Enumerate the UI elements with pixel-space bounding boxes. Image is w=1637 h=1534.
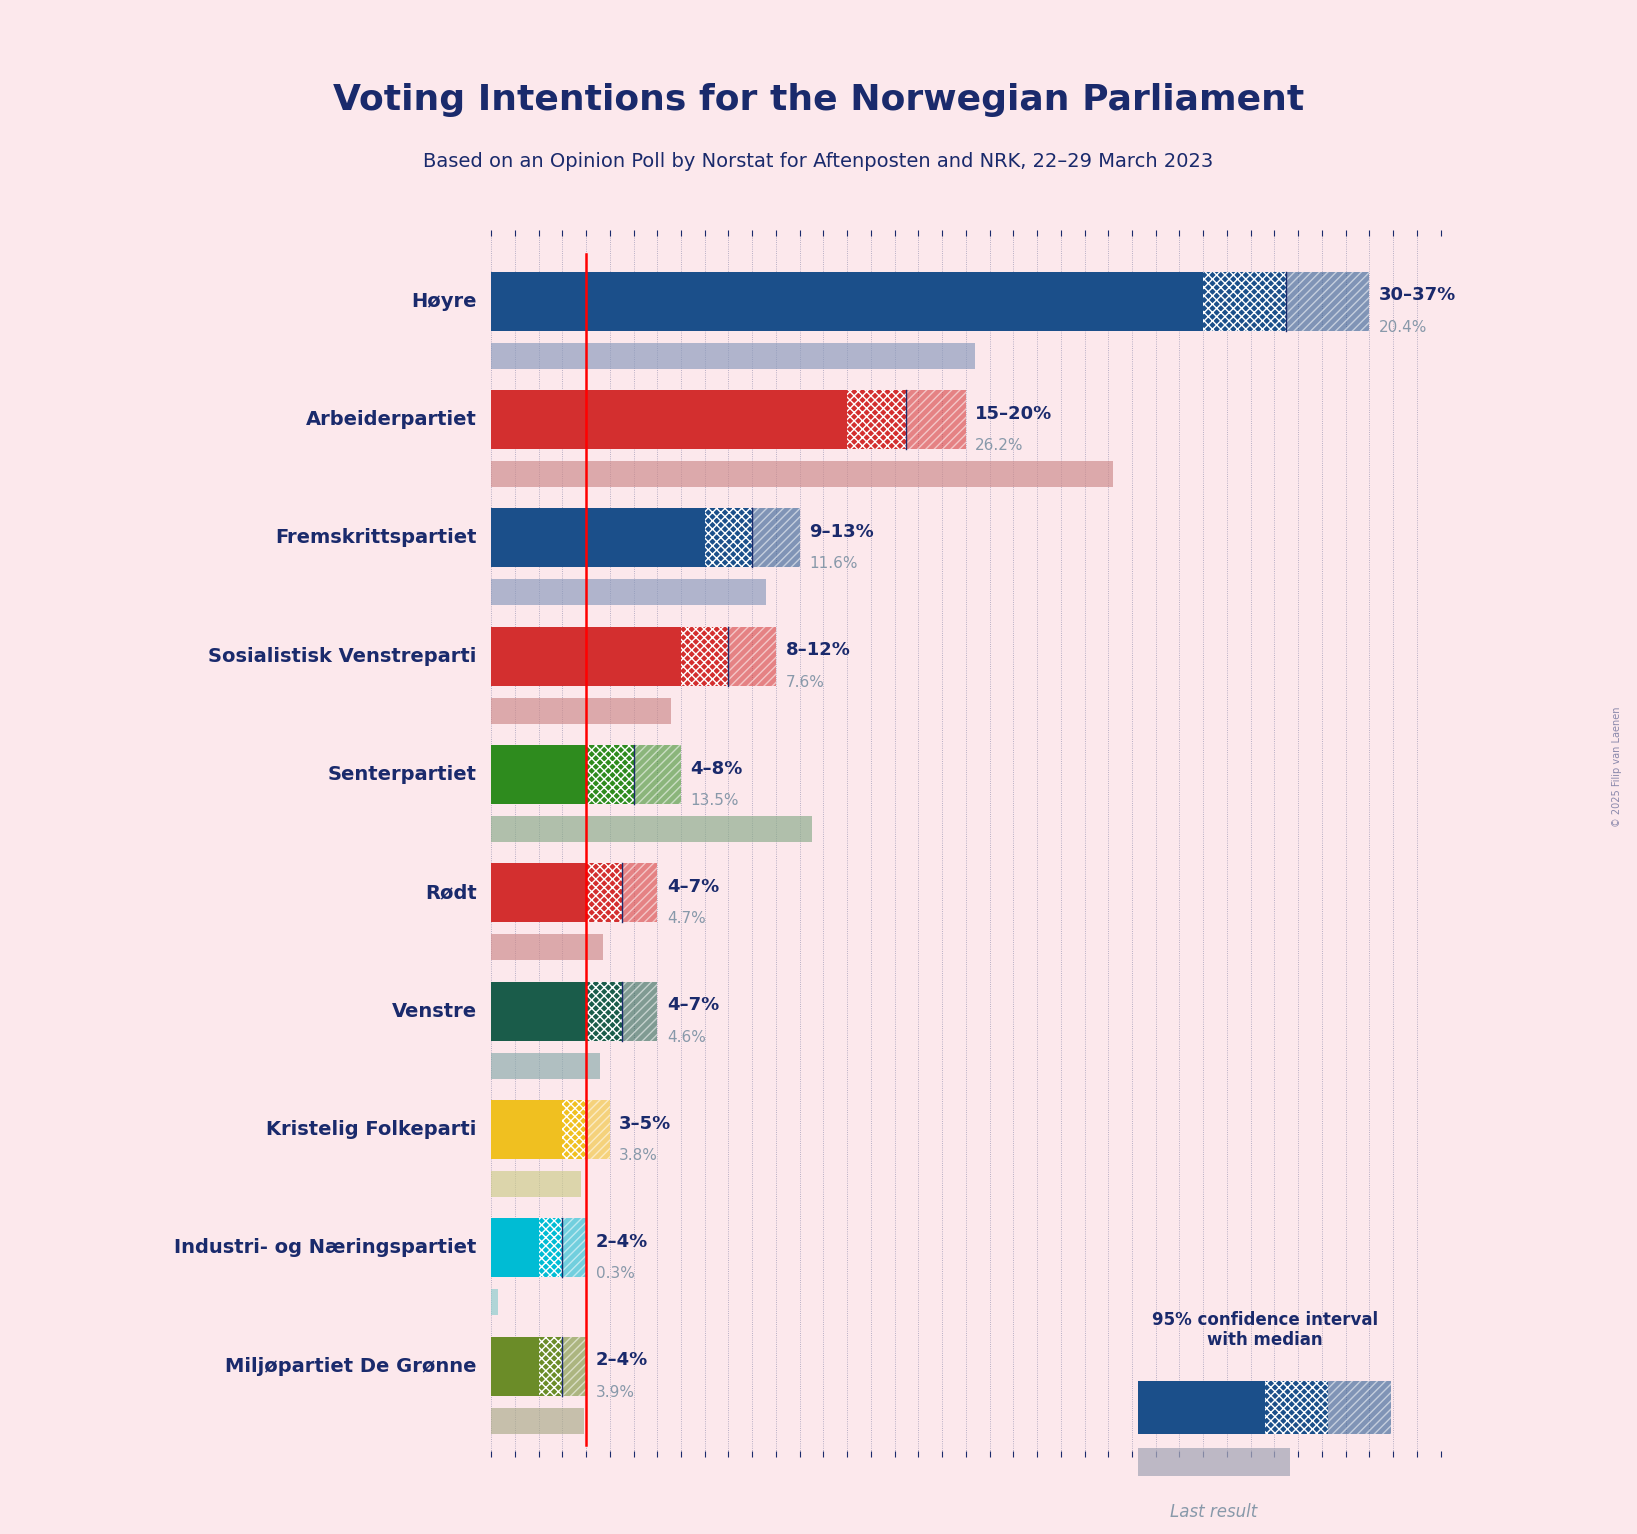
Bar — [491, 1289, 498, 1315]
Text: Senterpartiet: Senterpartiet — [327, 765, 476, 784]
Bar — [751, 508, 799, 568]
Text: Fremskrittspartiet: Fremskrittspartiet — [275, 528, 476, 548]
Text: Kristelig Folkeparti: Kristelig Folkeparti — [267, 1120, 476, 1138]
Text: 4–8%: 4–8% — [691, 759, 743, 778]
Bar — [586, 1100, 609, 1160]
Text: 2–4%: 2–4% — [596, 1351, 648, 1370]
Text: © 2025 Filip van Laenen: © 2025 Filip van Laenen — [1612, 707, 1622, 827]
Text: 11.6%: 11.6% — [809, 557, 858, 571]
Bar — [491, 1408, 584, 1434]
Text: 7.6%: 7.6% — [786, 675, 825, 690]
Bar — [491, 626, 681, 686]
Text: Venstre: Venstre — [391, 1002, 476, 1020]
Bar — [491, 1052, 601, 1078]
Text: 3.9%: 3.9% — [596, 1385, 635, 1399]
Bar — [491, 1218, 539, 1278]
Text: Miljøpartiet De Grønne: Miljøpartiet De Grønne — [226, 1356, 476, 1376]
Text: 4–7%: 4–7% — [666, 877, 719, 896]
Bar — [491, 982, 586, 1040]
Text: 4–7%: 4–7% — [666, 996, 719, 1014]
Text: 20.4%: 20.4% — [1378, 319, 1427, 334]
Bar — [681, 626, 728, 686]
Text: 9–13%: 9–13% — [809, 523, 874, 542]
Bar — [704, 508, 751, 568]
Bar — [622, 982, 656, 1040]
Bar — [491, 508, 704, 568]
Bar — [539, 1218, 563, 1278]
Bar — [491, 342, 976, 368]
Bar — [491, 460, 1113, 486]
Text: Høyre: Høyre — [411, 291, 476, 310]
Bar — [563, 1336, 586, 1396]
Text: 3.8%: 3.8% — [619, 1147, 658, 1163]
Bar — [622, 864, 656, 922]
Text: 30–37%: 30–37% — [1378, 287, 1455, 304]
Bar — [1264, 1381, 1328, 1434]
Bar — [491, 816, 812, 842]
Bar — [563, 1218, 586, 1278]
Text: 8–12%: 8–12% — [786, 641, 850, 660]
Bar — [491, 1100, 563, 1160]
Text: Based on an Opinion Poll by Norstat for Aftenposten and NRK, 22–29 March 2023: Based on an Opinion Poll by Norstat for … — [424, 152, 1213, 170]
Text: 0.3%: 0.3% — [596, 1267, 635, 1281]
Text: 3–5%: 3–5% — [619, 1115, 671, 1132]
Bar — [491, 698, 671, 724]
Text: Last result: Last result — [1170, 1503, 1257, 1522]
Bar — [1328, 1381, 1391, 1434]
Text: 95% confidence interval
with median: 95% confidence interval with median — [1151, 1310, 1378, 1350]
Text: Industri- og Næringspartiet: Industri- og Næringspartiet — [175, 1238, 476, 1258]
Bar — [491, 580, 766, 606]
Text: 15–20%: 15–20% — [976, 405, 1053, 422]
Bar — [586, 864, 622, 922]
Text: Arbeiderpartiet: Arbeiderpartiet — [306, 410, 476, 430]
Text: 13.5%: 13.5% — [691, 793, 738, 808]
Bar — [491, 1336, 539, 1396]
Bar — [491, 390, 848, 449]
Bar — [491, 272, 1203, 331]
Bar — [563, 1100, 586, 1160]
Text: Rødt: Rødt — [426, 884, 476, 902]
Text: 26.2%: 26.2% — [976, 439, 1023, 453]
Bar — [491, 746, 586, 804]
Bar — [491, 1170, 581, 1197]
Bar — [907, 390, 966, 449]
Text: 2–4%: 2–4% — [596, 1233, 648, 1250]
Bar — [586, 982, 622, 1040]
Bar — [634, 746, 681, 804]
Bar — [1138, 1381, 1264, 1434]
Bar — [539, 1336, 563, 1396]
Text: Sosialistisk Venstreparti: Sosialistisk Venstreparti — [208, 647, 476, 666]
Bar — [728, 626, 776, 686]
Text: 4.6%: 4.6% — [666, 1029, 706, 1045]
Bar — [1287, 272, 1369, 331]
Text: Voting Intentions for the Norwegian Parliament: Voting Intentions for the Norwegian Parl… — [332, 83, 1305, 117]
Bar — [586, 746, 634, 804]
Bar — [848, 390, 907, 449]
Bar — [491, 934, 602, 960]
Bar — [491, 864, 586, 922]
Bar — [1203, 272, 1287, 331]
Text: 4.7%: 4.7% — [666, 911, 706, 927]
